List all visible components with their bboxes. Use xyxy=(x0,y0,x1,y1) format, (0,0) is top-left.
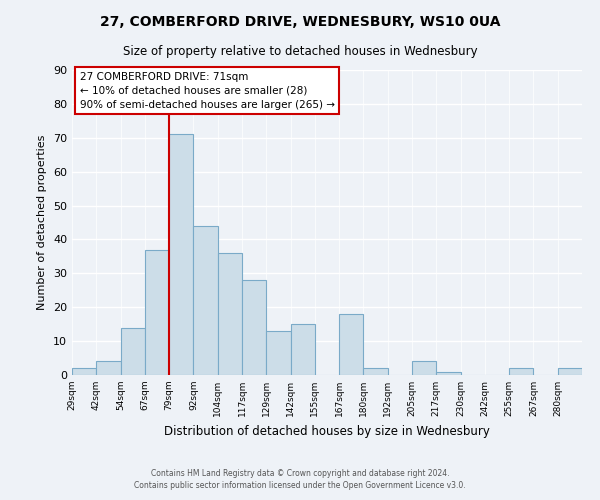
Bar xyxy=(193,226,218,375)
Bar xyxy=(145,250,169,375)
Bar xyxy=(169,134,193,375)
Text: 27 COMBERFORD DRIVE: 71sqm
← 10% of detached houses are smaller (28)
90% of semi: 27 COMBERFORD DRIVE: 71sqm ← 10% of deta… xyxy=(80,72,335,110)
Bar xyxy=(266,331,290,375)
Bar xyxy=(72,368,96,375)
Text: 27, COMBERFORD DRIVE, WEDNESBURY, WS10 0UA: 27, COMBERFORD DRIVE, WEDNESBURY, WS10 0… xyxy=(100,15,500,29)
Bar xyxy=(96,362,121,375)
Bar xyxy=(558,368,582,375)
Bar xyxy=(436,372,461,375)
X-axis label: Distribution of detached houses by size in Wednesbury: Distribution of detached houses by size … xyxy=(164,424,490,438)
Text: Contains HM Land Registry data © Crown copyright and database right 2024.
Contai: Contains HM Land Registry data © Crown c… xyxy=(134,468,466,490)
Bar xyxy=(412,362,436,375)
Bar xyxy=(121,328,145,375)
Y-axis label: Number of detached properties: Number of detached properties xyxy=(37,135,47,310)
Text: Size of property relative to detached houses in Wednesbury: Size of property relative to detached ho… xyxy=(122,45,478,58)
Bar xyxy=(339,314,364,375)
Bar xyxy=(290,324,315,375)
Bar xyxy=(509,368,533,375)
Bar xyxy=(364,368,388,375)
Bar xyxy=(242,280,266,375)
Bar xyxy=(218,253,242,375)
